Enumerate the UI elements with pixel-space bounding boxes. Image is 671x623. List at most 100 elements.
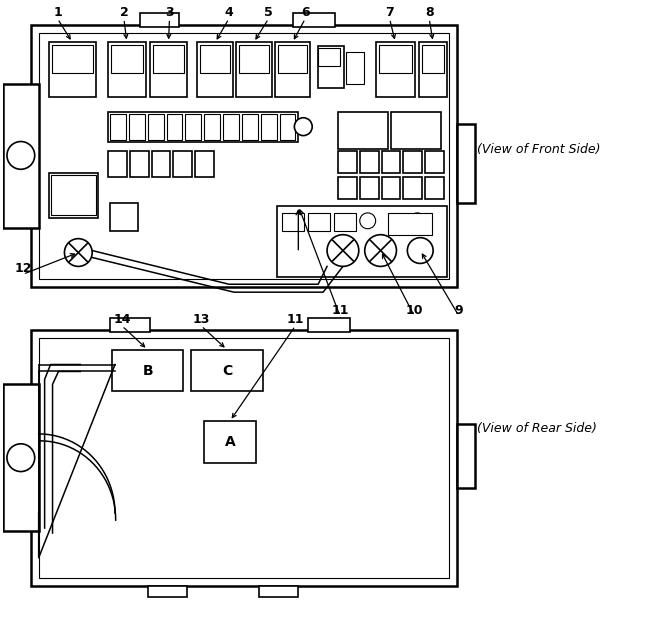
Text: 2: 2: [119, 6, 128, 19]
Text: 5: 5: [264, 6, 273, 19]
Bar: [48, 173, 98, 218]
Circle shape: [407, 237, 433, 264]
Text: C: C: [222, 364, 232, 378]
Bar: [110, 318, 150, 332]
Bar: [39, 32, 449, 279]
Text: A: A: [225, 435, 236, 449]
Bar: [166, 114, 183, 140]
Bar: [425, 151, 444, 173]
Bar: [204, 114, 220, 140]
Bar: [360, 151, 378, 173]
Bar: [378, 45, 412, 73]
Bar: [360, 177, 378, 199]
Bar: [3, 84, 39, 228]
Text: (View of Rear Side): (View of Rear Side): [476, 422, 597, 435]
Text: 7: 7: [385, 6, 394, 19]
Text: 6: 6: [301, 6, 309, 19]
Bar: [382, 151, 401, 173]
Text: 1: 1: [53, 6, 62, 19]
Bar: [108, 112, 299, 141]
Bar: [108, 151, 127, 177]
Bar: [174, 151, 193, 177]
Bar: [425, 177, 444, 199]
Bar: [457, 124, 475, 203]
Bar: [334, 213, 356, 231]
Bar: [112, 350, 183, 391]
Bar: [457, 424, 475, 488]
Bar: [52, 45, 93, 73]
Bar: [130, 151, 149, 177]
Bar: [318, 49, 340, 66]
Bar: [191, 350, 262, 391]
Text: 11: 11: [331, 303, 349, 316]
Text: 14: 14: [113, 313, 131, 326]
Bar: [50, 175, 96, 215]
Circle shape: [409, 213, 425, 229]
Bar: [278, 45, 307, 73]
Circle shape: [327, 235, 359, 267]
Text: 12: 12: [14, 262, 32, 275]
Circle shape: [7, 444, 35, 472]
Bar: [197, 42, 233, 97]
Bar: [419, 42, 447, 97]
Bar: [282, 213, 304, 231]
Bar: [239, 45, 268, 73]
Bar: [422, 45, 444, 73]
Text: (View of Front Side): (View of Front Side): [476, 143, 601, 156]
Bar: [148, 114, 164, 140]
Text: 8: 8: [425, 6, 433, 19]
Bar: [111, 45, 143, 73]
Bar: [204, 421, 256, 463]
Text: B: B: [142, 364, 153, 378]
Bar: [259, 586, 299, 597]
Bar: [150, 42, 187, 97]
Bar: [242, 114, 258, 140]
Bar: [129, 114, 145, 140]
Bar: [110, 203, 138, 231]
Bar: [260, 114, 276, 140]
Bar: [403, 177, 422, 199]
Bar: [140, 12, 179, 27]
Text: 4: 4: [225, 6, 234, 19]
Bar: [195, 151, 214, 177]
Bar: [376, 42, 415, 97]
Bar: [308, 213, 330, 231]
Bar: [403, 151, 422, 173]
Bar: [152, 45, 185, 73]
Bar: [382, 177, 401, 199]
Bar: [338, 177, 357, 199]
Bar: [276, 206, 447, 277]
Bar: [338, 112, 388, 150]
Circle shape: [365, 235, 397, 267]
Text: 3: 3: [165, 6, 174, 19]
Bar: [308, 318, 350, 332]
Bar: [185, 114, 201, 140]
Text: 11: 11: [287, 313, 304, 326]
Bar: [108, 42, 146, 97]
Bar: [3, 384, 39, 531]
Bar: [338, 151, 357, 173]
Text: 13: 13: [193, 313, 210, 326]
Circle shape: [7, 141, 35, 169]
Circle shape: [295, 118, 312, 136]
Bar: [346, 52, 364, 84]
Bar: [318, 46, 344, 88]
Bar: [391, 112, 441, 150]
Bar: [274, 42, 310, 97]
Bar: [223, 114, 239, 140]
Bar: [31, 330, 457, 586]
Bar: [148, 586, 187, 597]
Bar: [110, 114, 126, 140]
Bar: [200, 45, 230, 73]
Bar: [48, 42, 96, 97]
Bar: [152, 151, 170, 177]
Bar: [236, 42, 272, 97]
Circle shape: [64, 239, 92, 267]
Bar: [293, 12, 335, 27]
Bar: [280, 114, 295, 140]
Text: 9: 9: [454, 303, 463, 316]
Bar: [31, 24, 457, 287]
Circle shape: [360, 213, 376, 229]
Bar: [39, 338, 449, 578]
Bar: [388, 213, 432, 235]
